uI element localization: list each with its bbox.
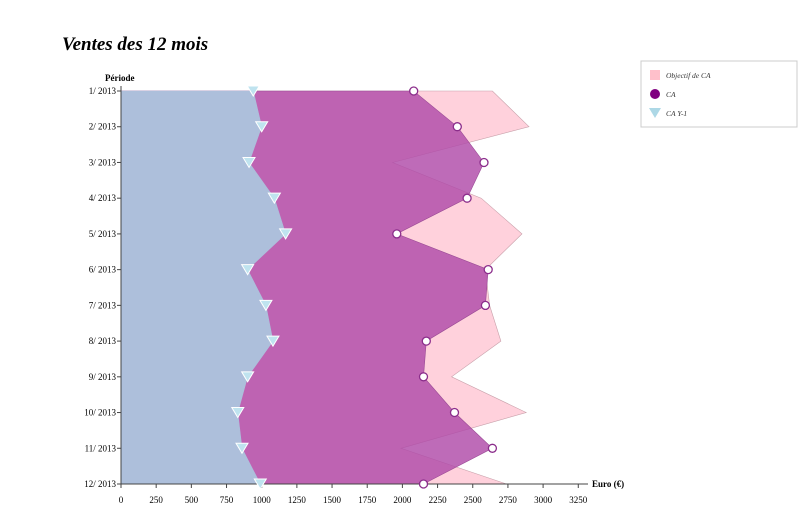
- legend-label: CA Y-1: [666, 109, 687, 118]
- y-tick-label: 10/ 2013: [84, 408, 116, 418]
- ca-y1-point: [240, 264, 255, 276]
- y-tick-label: 12/ 2013: [84, 479, 116, 489]
- x-tick-label: 750: [220, 495, 234, 505]
- y-tick-label: 11/ 2013: [85, 443, 117, 453]
- ca-y1-point: [267, 192, 282, 205]
- ca-point: [483, 264, 493, 275]
- y-tick-label: 8/ 2013: [89, 336, 117, 346]
- x-tick-label: 2750: [499, 495, 518, 505]
- x-tick-label: 0: [119, 495, 124, 505]
- ca-point: [449, 407, 460, 418]
- ca-point: [421, 336, 431, 346]
- ca-y1-point: [240, 371, 255, 383]
- ca-point: [452, 122, 462, 132]
- legend-label: Objectif de CA: [666, 71, 711, 80]
- chart-title: Ventes des 12 mois: [62, 34, 208, 55]
- ca-point: [392, 229, 402, 239]
- ca-y1-point: [266, 335, 280, 348]
- y-axis-title: Période: [105, 73, 135, 83]
- x-tick-label: 3250: [569, 495, 588, 505]
- y-tick-label: 1/ 2013: [89, 86, 117, 96]
- ca-point: [487, 443, 498, 453]
- areas-layer: [120, 90, 530, 485]
- ca-y1-point: [278, 228, 293, 240]
- legend-swatch-ca-y1: [649, 108, 661, 118]
- y-tick-label: 3/ 2013: [89, 157, 117, 167]
- axes-layer: 0 250 500 750 1000 1250 1500 1750 2000 2250 2500 27…: [84, 86, 588, 505]
- legend-swatch-objectif: [650, 70, 660, 80]
- x-tick-label: 1000: [253, 495, 272, 505]
- x-tick-label: 1250: [288, 495, 307, 505]
- legend-box: [640, 60, 798, 128]
- ca-point: [480, 300, 491, 311]
- y-tick-label: 5/ 2013: [89, 229, 117, 239]
- ca-y1-point: [253, 478, 268, 490]
- legend: Objectif de CA CA CA Y-1: [640, 60, 798, 128]
- y-tick-label: 7/ 2013: [89, 300, 117, 310]
- x-axis-title: Euro (€): [592, 479, 624, 489]
- y-tick-label: 9/ 2013: [89, 372, 117, 382]
- ca-point: [409, 86, 419, 96]
- ca-point: [479, 157, 489, 168]
- legend-swatch-ca: [650, 89, 660, 99]
- markers-layer: [230, 85, 498, 490]
- x-tick-label: 2000: [393, 495, 412, 505]
- ca-y1-point: [254, 121, 269, 133]
- y-tick-label: 6/ 2013: [89, 265, 117, 275]
- x-tick-label: 2500: [464, 495, 483, 505]
- ca-y1-point: [246, 85, 261, 97]
- y-tick-label: 4/ 2013: [89, 193, 117, 203]
- legend-label: CA: [666, 90, 676, 99]
- ca-y1-point: [230, 407, 245, 419]
- x-tick-label: 3000: [534, 495, 553, 505]
- x-tick-label: 1750: [358, 495, 377, 505]
- x-tick-label: 1500: [323, 495, 342, 505]
- ca-y1-point: [259, 299, 273, 312]
- x-tick-label: 2250: [429, 495, 448, 505]
- ca-point: [418, 479, 429, 489]
- x-tick-label: 500: [185, 495, 199, 505]
- ca-point: [418, 372, 429, 382]
- ca-y1-point: [235, 442, 249, 455]
- ca-point: [462, 193, 472, 203]
- y-tick-label: 2/ 2013: [89, 122, 117, 132]
- x-tick-label: 250: [149, 495, 163, 505]
- ca-y1-point: [242, 156, 256, 169]
